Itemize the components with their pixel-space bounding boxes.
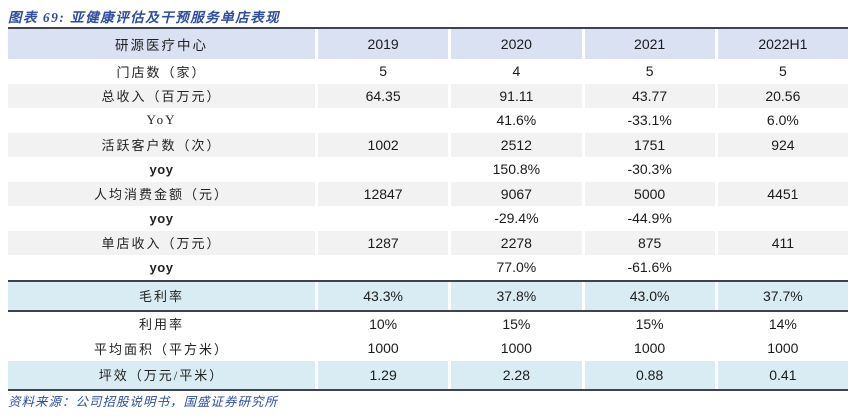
table-row: 门店数（家） 5 4 5 5 <box>8 59 848 84</box>
cell-value: 43.0% <box>581 281 715 310</box>
cell-value <box>714 206 848 231</box>
figure-title: 图表 69: 亚健康评估及干预服务单店表现 <box>8 10 281 25</box>
cell-value: 14% <box>714 311 848 336</box>
cell-value: 924 <box>714 132 848 157</box>
row-label: 坪效（万元/平米） <box>8 360 315 389</box>
table-row: 毛利率 43.3% 37.8% 43.0% 37.7% <box>8 279 848 312</box>
row-label: 人均消费金额（元） <box>8 181 315 206</box>
cell-value: 150.8% <box>448 157 581 182</box>
cell-value: 4451 <box>714 181 848 206</box>
cell-value: 43.3% <box>315 281 449 310</box>
cell-value: 2278 <box>448 230 582 255</box>
table-row: 平均面积（平方米） 1000 1000 1000 1000 <box>8 336 848 361</box>
cell-value <box>714 255 848 280</box>
cell-value: 875 <box>581 230 715 255</box>
row-label: 平均面积（平方米） <box>93 341 229 357</box>
cell-value: 1000 <box>448 336 581 361</box>
cell-value: -61.6% <box>581 255 715 280</box>
cell-value: 5 <box>315 59 448 84</box>
cell-value: 15% <box>448 311 581 336</box>
cell-value: 9067 <box>448 181 582 206</box>
cell-value: 411 <box>714 230 848 255</box>
cell-value: 37.8% <box>448 281 582 310</box>
table-row: 总收入（百万元） 64.35 91.11 43.77 20.56 <box>8 83 848 108</box>
cell-value <box>315 108 448 133</box>
row-label: 门店数（家） <box>116 64 207 80</box>
cell-value: 20.56 <box>714 83 848 108</box>
cell-value: 12847 <box>315 181 449 206</box>
row-label: yoy <box>149 210 174 226</box>
data-table: 研源医疗中心 2019 2020 2021 2022H1 门店数（家） 5 4 5 5 总收入（百… <box>8 27 848 391</box>
cell-value: 64.35 <box>315 83 449 108</box>
table-row: 活跃客户数（次） 1002 2512 1751 924 <box>8 132 848 157</box>
row-label: 总收入（百万元） <box>8 83 315 108</box>
cell-value: 5000 <box>581 181 715 206</box>
cell-value: 10% <box>315 311 448 336</box>
cell-value: 1000 <box>315 336 448 361</box>
cell-value: 6.0% <box>714 108 848 133</box>
header-year: 2020 <box>448 29 582 59</box>
table-row: 坪效（万元/平米） 1.29 2.28 0.88 0.41 <box>8 360 848 391</box>
cell-value: 0.41 <box>714 360 848 389</box>
cell-value: 15% <box>581 311 715 336</box>
cell-value: 1000 <box>714 336 848 361</box>
header-year: 2021 <box>581 29 715 59</box>
cell-value: 1.29 <box>315 360 449 389</box>
cell-value: 1751 <box>581 132 715 157</box>
cell-value: 1000 <box>581 336 715 361</box>
cell-value: 37.7% <box>714 281 848 310</box>
row-label: 单店收入（万元） <box>8 230 315 255</box>
cell-value: 5 <box>714 59 848 84</box>
cell-value: -44.9% <box>581 206 715 231</box>
table-row: yoy -29.4% -44.9% <box>8 206 848 231</box>
cell-value <box>714 157 848 182</box>
table-row: 利用率 10% 15% 15% 14% <box>8 311 848 336</box>
cell-value: 91.11 <box>448 83 582 108</box>
cell-value <box>315 255 448 280</box>
row-label: YoY <box>146 112 177 128</box>
table-row: 单店收入（万元） 1287 2278 875 411 <box>8 230 848 255</box>
cell-value: 1002 <box>315 132 449 157</box>
cell-value: -30.3% <box>581 157 715 182</box>
cell-value: -29.4% <box>448 206 581 231</box>
header-entity-name: 研源医疗中心 <box>8 29 315 59</box>
table-row: YoY 41.6% -33.1% 6.0% <box>8 108 848 133</box>
header-year: 2019 <box>315 29 449 59</box>
table-body: 门店数（家） 5 4 5 5 总收入（百万元） 64.35 91.11 43.77 20.56 Yo… <box>8 59 848 391</box>
row-label: yoy <box>149 259 174 275</box>
cell-value: 77.0% <box>448 255 581 280</box>
cell-value <box>315 157 448 182</box>
cell-value: -33.1% <box>581 108 715 133</box>
cell-value: 2512 <box>448 132 582 157</box>
table-row: yoy 150.8% -30.3% <box>8 157 848 182</box>
cell-value: 41.6% <box>448 108 581 133</box>
cell-value: 2.28 <box>448 360 582 389</box>
cell-value: 1287 <box>315 230 449 255</box>
header-year: 2022H1 <box>714 29 848 59</box>
row-label: 毛利率 <box>8 281 315 310</box>
cell-value: 43.77 <box>581 83 715 108</box>
table-header-row: 研源医疗中心 2019 2020 2021 2022H1 <box>8 29 848 59</box>
table-row: 人均消费金额（元） 12847 9067 5000 4451 <box>8 181 848 206</box>
row-label: 活跃客户数（次） <box>8 132 315 157</box>
cell-value: 5 <box>581 59 715 84</box>
row-label: 利用率 <box>138 317 184 333</box>
table-row: yoy 77.0% -61.6% <box>8 255 848 280</box>
source-note: 资料来源：公司招股说明书，国盛证券研究所 <box>8 395 279 409</box>
cell-value: 4 <box>448 59 581 84</box>
cell-value <box>315 206 448 231</box>
row-label: yoy <box>149 161 174 177</box>
cell-value: 0.88 <box>581 360 715 389</box>
